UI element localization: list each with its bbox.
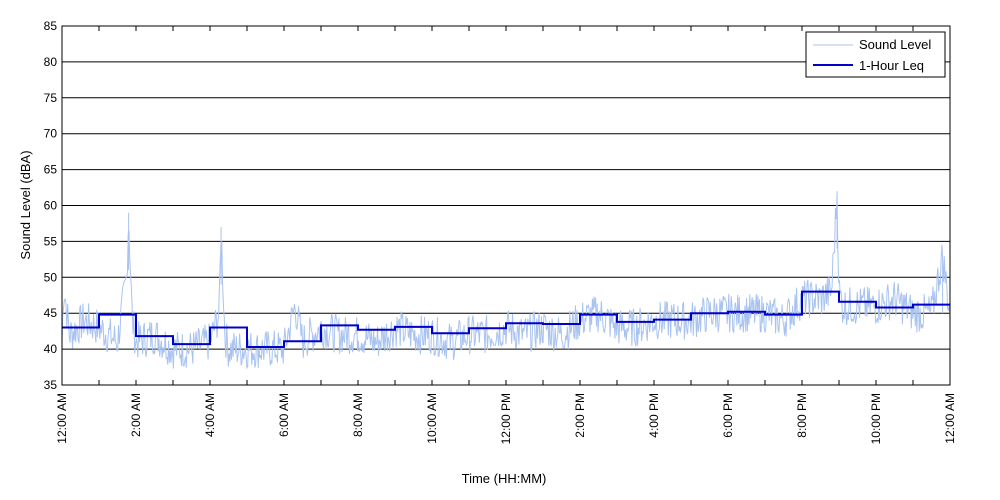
sound-level-series: [61, 191, 951, 370]
x-tick-label: 12:00 PM: [499, 393, 513, 444]
x-tick-label: 10:00 PM: [869, 393, 883, 444]
plot-border: [61, 25, 951, 386]
y-tick-label: 45: [44, 306, 58, 320]
legend-label-sound-level: Sound Level: [859, 37, 931, 52]
y-tick-label: 35: [44, 378, 58, 392]
leq-series: [62, 290, 950, 348]
y-tick-label: 75: [44, 91, 58, 105]
x-tick-label: 6:00 PM: [721, 393, 735, 438]
y-axis-label: Sound Level (dBA): [18, 150, 33, 259]
x-tick-label: 12:00 AM: [55, 393, 69, 444]
x-tick-label: 8:00 AM: [351, 393, 365, 437]
y-tick-label: 50: [44, 270, 58, 284]
legend-box: [805, 31, 946, 78]
x-tick-marks: [98, 26, 914, 385]
x-tick-label: 4:00 AM: [203, 393, 217, 437]
x-tick-label: 12:00 AM: [943, 393, 957, 444]
sound-level-line: [61, 191, 951, 370]
y-tick-label: 40: [44, 342, 58, 356]
x-tick-label: 4:00 PM: [647, 393, 661, 438]
legend: Sound Level 1-Hour Leq: [805, 31, 946, 78]
x-axis-label: Time (HH:MM): [462, 471, 547, 486]
x-tick-label: 2:00 PM: [573, 393, 587, 438]
y-tick-label: 80: [44, 55, 58, 69]
y-tick-label: 85: [44, 19, 58, 33]
x-tick-label: 10:00 AM: [425, 393, 439, 444]
legend-label-leq: 1-Hour Leq: [859, 58, 924, 73]
x-tick-label: 6:00 AM: [277, 393, 291, 437]
y-tick-label: 65: [44, 163, 58, 177]
x-tick-label: 2:00 AM: [129, 393, 143, 437]
y-tick-label: 55: [44, 234, 58, 248]
y-tick-label: 70: [44, 127, 58, 141]
y-tick-label: 60: [44, 199, 58, 213]
x-tick-label: 8:00 PM: [795, 393, 809, 438]
leq-step-line: [62, 290, 950, 348]
grid-lines: [62, 61, 950, 350]
x-tick-labels: 12:00 AM 2:00 AM 4:00 AM 6:00 AM 8:00 AM 10:0…: [55, 393, 957, 444]
y-tick-labels: 35 40 45 50 55 60 65 70 75 80 85: [44, 19, 58, 392]
